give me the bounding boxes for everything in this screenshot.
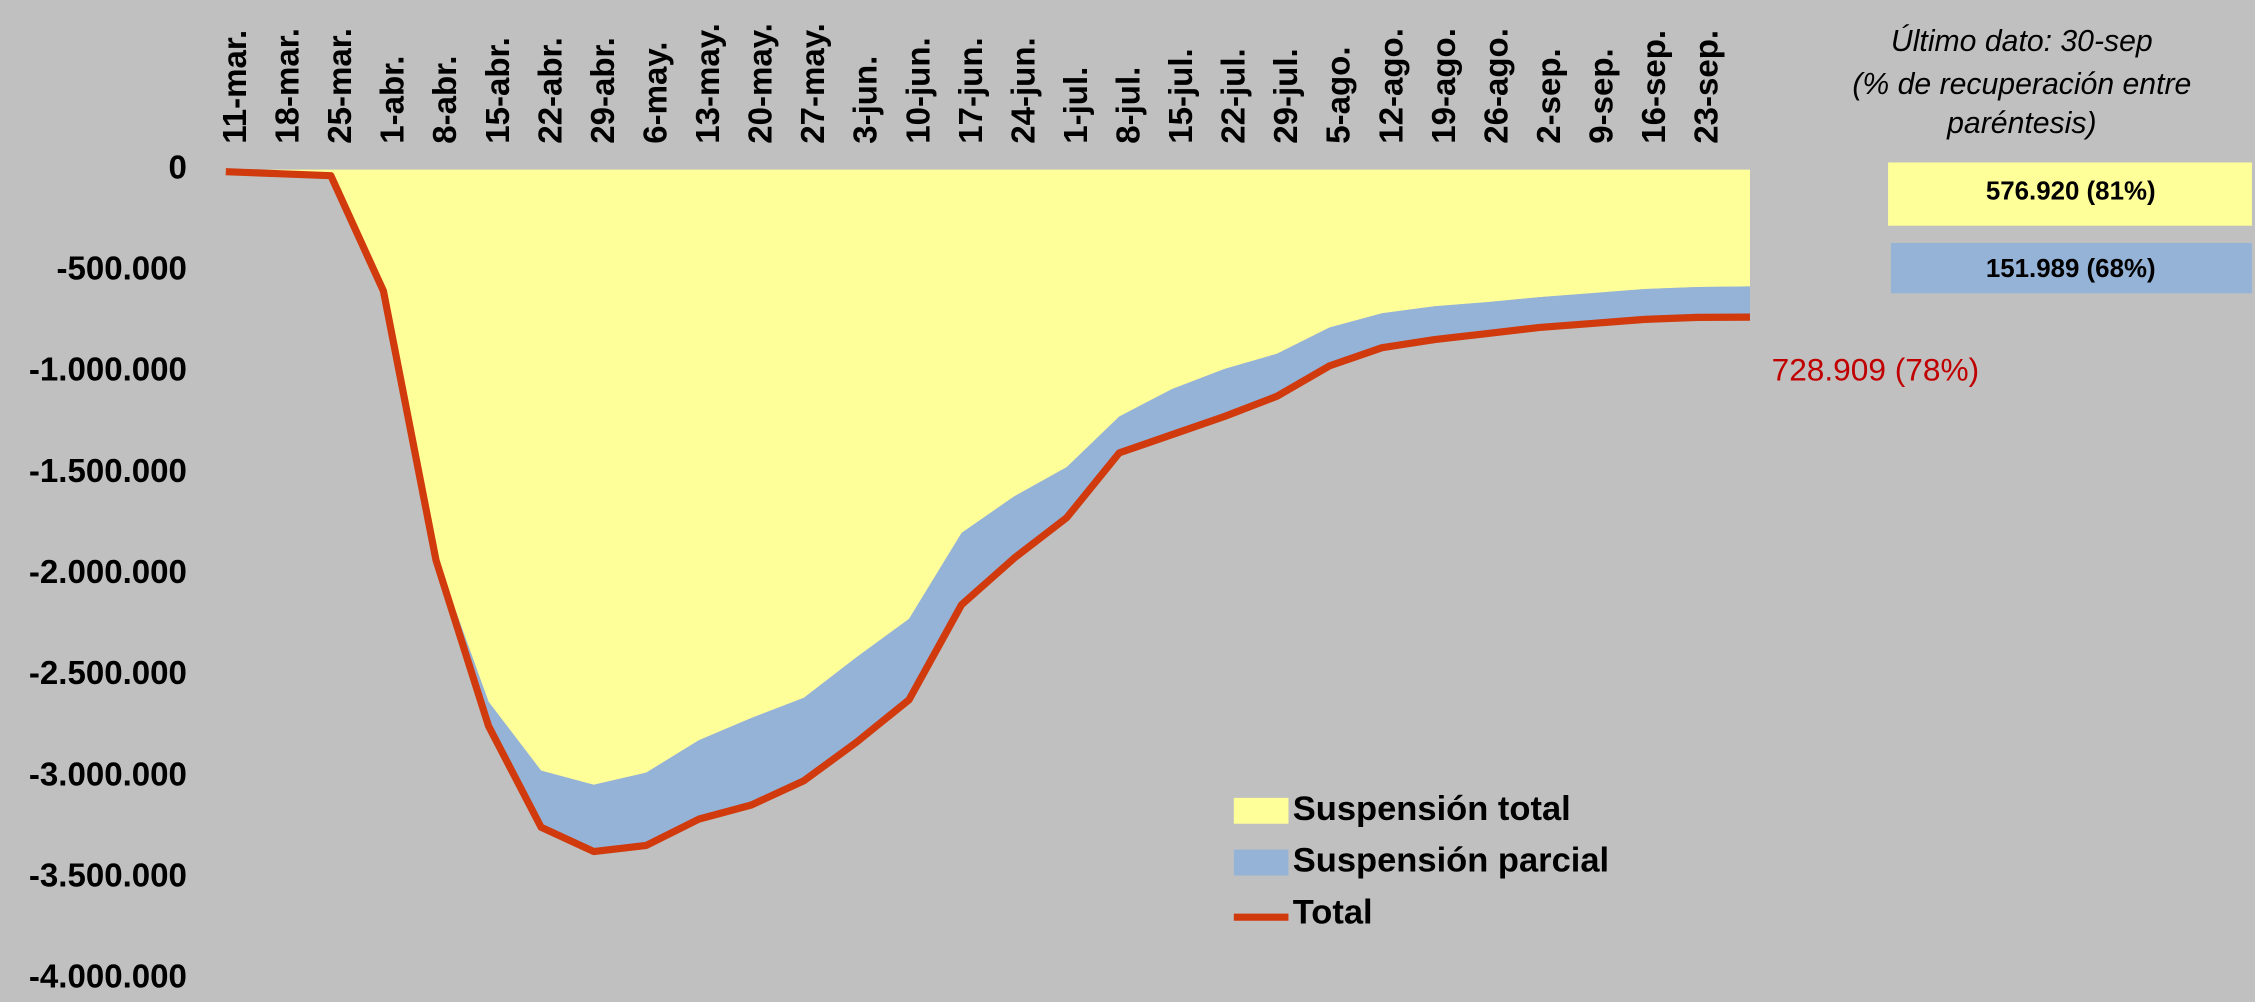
annotation-box [1890,242,2252,294]
annotation: 728.909 (78%) [1772,352,1979,388]
x-tick-label: 3-jun. [848,56,885,144]
x-tick-label: 20-may. [743,23,780,144]
annotation: 151.989 (68%) [1986,255,2156,283]
legend-swatch [1233,797,1289,824]
annotation: 576.920 (81%) [1986,177,2156,205]
legend-swatch [1233,849,1289,876]
note-line: (% de recuperación entre [1852,68,2191,101]
x-tick-label: 22-abr. [532,37,569,144]
y-tick-label: -4.000.000 [29,959,187,996]
legend-label: Suspensión total [1293,790,1571,828]
area [225,169,1750,785]
y-tick-label: -500.000 [56,251,186,288]
x-tick-label: 24-jun. [1005,37,1042,143]
x-tick-label: 12-ago. [1373,28,1410,144]
x-tick-label: 29-jul. [1268,48,1305,143]
y-tick-label: -2.000.000 [29,554,187,591]
x-tick-label: 19-ago. [1426,28,1463,144]
y-tick-label: -3.500.000 [29,858,187,895]
area [225,171,1750,852]
y-tick-label: -1.500.000 [29,453,187,490]
x-tick-label: 23-sep. [1689,30,1726,144]
x-tick-label: 8-abr. [427,56,464,144]
x-tick-label: 16-sep. [1636,30,1673,144]
x-tick-label: 15-abr. [480,37,517,144]
line [225,168,1750,856]
x-tick-label: 10-jun. [900,37,937,143]
x-tick-label: 22-jul. [1216,48,1253,143]
x-tick-label: 29-abr. [585,37,622,144]
x-tick-label: 11-mar. [217,30,254,144]
x-tick-label: 26-ago. [1478,28,1515,144]
x-tick-label: 13-may. [690,23,727,144]
note-line: Último dato: 30-sep [1891,25,2153,58]
note-line: paréntesis) [1946,107,2096,140]
x-tick-label: 9-sep. [1584,48,1621,144]
y-tick-label: -2.500.000 [29,655,187,692]
y-tick-label: 0 [169,149,187,186]
x-tick-label: 2-sep. [1531,48,1568,144]
x-tick-label: 5-ago. [1321,46,1358,143]
x-tick-label: 1-jul. [1058,67,1095,144]
x-tick-label: 6-may. [637,42,674,144]
legend-label: Total [1293,893,1373,931]
annotation-box [1888,162,2252,226]
x-tick-label: 8-jul. [1111,67,1148,144]
x-tick-label: 15-jul. [1163,48,1200,143]
y-tick-label: -3.000.000 [29,756,187,793]
x-tick-label: 25-mar. [322,28,359,144]
plot-root: Último dato: 30-sep (% de recuperación e… [29,23,2252,996]
x-tick-label: 27-may. [795,23,832,144]
x-tick-label: 17-jun. [953,37,990,143]
y-tick-label: -1.000.000 [29,352,187,389]
x-tick-label: 18-mar. [270,28,307,144]
x-tick-label: 1-abr. [375,56,412,144]
legend-label: Suspensión parcial [1293,842,1609,880]
